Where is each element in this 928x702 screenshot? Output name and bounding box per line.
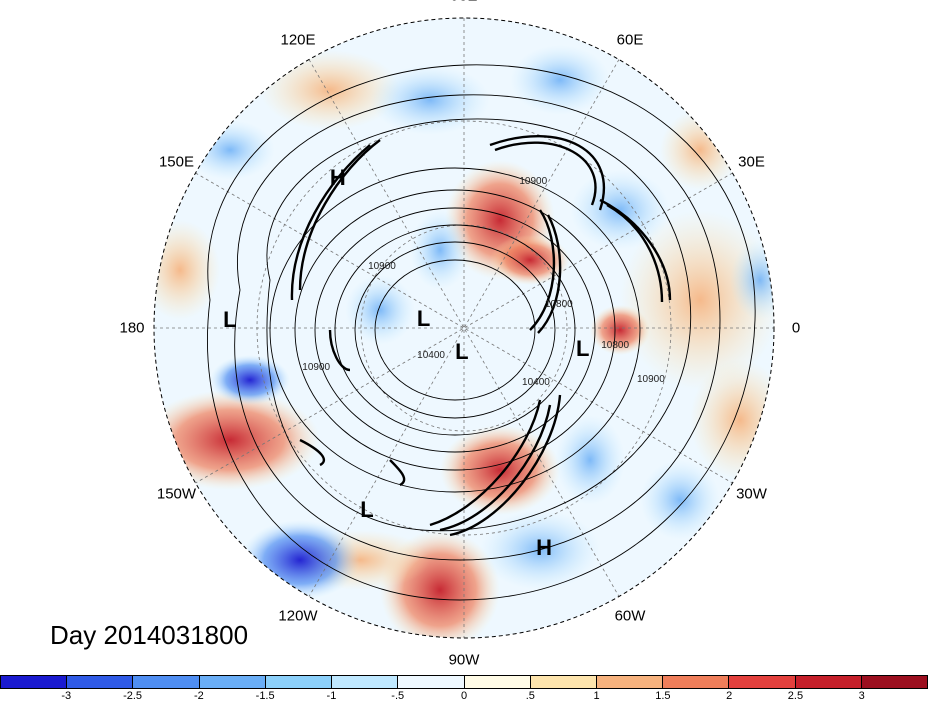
height-contours (207, 64, 756, 601)
date-label: Day 2014031800 (50, 620, 249, 650)
low-pressure-marker: L (223, 306, 237, 332)
longitude-label: 30W (736, 485, 767, 503)
low-pressure-marker: L (575, 335, 590, 361)
longitude-label: 120E (280, 31, 316, 49)
longitude-label: 150E (158, 153, 194, 171)
colorbar-tick-label: 3 (858, 690, 865, 702)
colorbar-tick-label: -1.5 (255, 690, 275, 702)
colorbar-swatch (663, 676, 730, 688)
longitude-label: 30E (738, 153, 765, 171)
colorbar-swatch (265, 676, 333, 688)
colorbar-swatch (398, 676, 465, 688)
high-pressure-marker: H (329, 164, 346, 190)
colorbar-tick-label: 1.5 (655, 690, 671, 702)
colorbar-swatch (861, 676, 928, 688)
colorbar-swatch (133, 676, 200, 688)
longitude-label: 90E (451, 0, 478, 5)
longitude-label: 60W (614, 607, 646, 625)
colorbar-swatch (729, 676, 796, 688)
longitude-label: 60E (616, 31, 644, 49)
contour-value-label: 10900 (368, 260, 396, 272)
colorbar-tick-label: -3 (61, 690, 72, 702)
low-pressure-marker: L (360, 497, 374, 523)
contour-value-label: 10900 (519, 175, 548, 187)
colorbar-tick-label: .5 (525, 690, 535, 702)
contour-value-label: 10400 (417, 349, 445, 361)
contour-value-label: 10800 (544, 298, 573, 310)
colorbar (0, 675, 928, 689)
colorbar-tick-label: -1 (326, 690, 337, 702)
colorbar-tick-label: 0 (460, 690, 468, 702)
colorbar-tick-label: -2 (193, 690, 204, 702)
colorbar-tick-label: 2 (726, 690, 733, 702)
longitude-label: 180 (119, 319, 145, 337)
colorbar-swatch (332, 676, 399, 688)
longitude-label: 90W (448, 651, 480, 669)
high-pressure-marker: H (536, 535, 553, 561)
colorbar-tick-label: -.5 (391, 690, 405, 702)
anomaly-field (154, 18, 774, 638)
map-boundary (153, 17, 775, 639)
colorbar-tick-label: 1 (593, 690, 600, 702)
longitude-label: 120W (278, 607, 318, 625)
colorbar-swatch (199, 676, 266, 688)
colorbar-tick-label: -2.5 (123, 690, 143, 702)
longitude-label: 0 (791, 319, 801, 337)
low-pressure-marker: L (416, 306, 431, 332)
colorbar-swatch (1, 676, 68, 688)
contour-value-label: 10800 (601, 340, 630, 351)
colorbar-tick-label: 2.5 (787, 690, 804, 702)
colorbar-swatch (530, 676, 597, 688)
colorbar-swatch (67, 676, 134, 688)
colorbar-swatch (596, 676, 664, 688)
colorbar-swatch (464, 676, 531, 688)
longitude-label: 150W (156, 485, 197, 503)
contour-value-label: 10900 (302, 362, 331, 374)
contour-value-label: 10900 (637, 374, 665, 386)
colorbar-swatch (795, 676, 862, 688)
contour-value-label: 10400 (522, 376, 550, 388)
jet-contours (290, 135, 672, 537)
low-pressure-marker: L (455, 339, 469, 365)
